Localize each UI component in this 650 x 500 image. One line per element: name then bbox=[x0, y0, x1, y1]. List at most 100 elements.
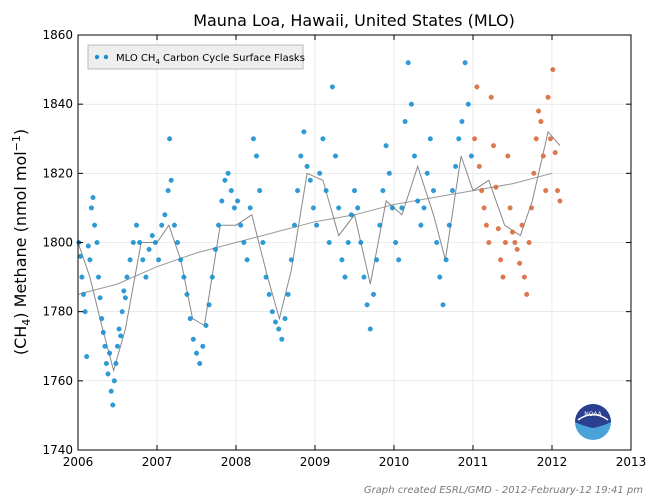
flask-point bbox=[87, 257, 93, 263]
flask-point bbox=[405, 60, 411, 66]
flask-point bbox=[102, 343, 108, 349]
flask-point bbox=[358, 239, 364, 245]
flask-point bbox=[431, 188, 437, 194]
flask-point bbox=[108, 388, 114, 394]
flask-point bbox=[105, 371, 111, 377]
flask-point bbox=[88, 205, 94, 211]
x-tick-label: 2013 bbox=[616, 455, 647, 469]
flask-point bbox=[222, 177, 228, 183]
flask-point bbox=[462, 60, 468, 66]
preliminary-point bbox=[517, 260, 523, 266]
flask-point bbox=[212, 246, 218, 252]
x-tick-label: 2007 bbox=[142, 455, 173, 469]
flask-point bbox=[97, 295, 103, 301]
flask-point bbox=[257, 188, 263, 194]
flask-point bbox=[266, 291, 272, 297]
flask-point bbox=[424, 170, 430, 176]
flask-point bbox=[367, 326, 373, 332]
x-tick-label: 2012 bbox=[537, 455, 568, 469]
logo-upper bbox=[575, 404, 611, 428]
flask-point bbox=[122, 295, 128, 301]
x-tick-label: 2010 bbox=[379, 455, 410, 469]
flask-point bbox=[165, 188, 171, 194]
preliminary-point bbox=[526, 239, 532, 245]
flask-point bbox=[130, 239, 136, 245]
preliminary-point bbox=[486, 239, 492, 245]
flask-point bbox=[399, 205, 405, 211]
flask-point bbox=[361, 274, 367, 280]
flask-point bbox=[437, 274, 443, 280]
x-tick-label: 2011 bbox=[458, 455, 489, 469]
y-axis: 1740 1760 1780 1800 1820 1840 1860 bbox=[42, 28, 631, 457]
flask-point bbox=[140, 257, 146, 263]
flask-point bbox=[415, 198, 421, 204]
flask-point bbox=[197, 361, 203, 367]
flask-point bbox=[238, 222, 244, 228]
y-axis-label: (CH4) Methane (nmol mol−1) bbox=[10, 129, 33, 355]
flask-point bbox=[244, 257, 250, 263]
preliminary-point bbox=[524, 291, 530, 297]
legend-label: MLO CH4 Carbon Cycle Surface Flasks bbox=[116, 53, 305, 66]
flask-point bbox=[171, 222, 177, 228]
flask-point bbox=[336, 205, 342, 211]
flask-point bbox=[310, 205, 316, 211]
flask-point bbox=[342, 274, 348, 280]
flask-point bbox=[187, 316, 193, 322]
preliminary-point bbox=[543, 188, 549, 194]
flask-point bbox=[443, 257, 449, 263]
preliminary-point bbox=[555, 188, 561, 194]
flask-point bbox=[200, 343, 206, 349]
flask-point bbox=[465, 101, 471, 107]
flask-point bbox=[421, 205, 427, 211]
flask-point bbox=[203, 323, 209, 329]
preliminary-point bbox=[540, 153, 546, 159]
flask-point bbox=[174, 239, 180, 245]
flask-point bbox=[100, 329, 106, 335]
y-tick-label: 1860 bbox=[42, 28, 73, 42]
smooth-line bbox=[77, 130, 561, 373]
preliminary-point bbox=[505, 153, 511, 159]
flask-point bbox=[352, 188, 358, 194]
flask-point bbox=[320, 136, 326, 142]
credit-text: Graph created ESRL/GMD - 2012-February-1… bbox=[364, 485, 643, 496]
flask-point bbox=[99, 316, 105, 322]
flask-point bbox=[209, 274, 215, 280]
legend-box bbox=[87, 44, 304, 70]
flask-point bbox=[162, 212, 168, 218]
legend-marker bbox=[103, 54, 109, 60]
flask-point bbox=[159, 222, 165, 228]
x-tick-label: 2006 bbox=[63, 455, 94, 469]
flask-point bbox=[260, 239, 266, 245]
flask-point bbox=[103, 361, 109, 367]
preliminary-point bbox=[510, 229, 516, 235]
flask-point bbox=[77, 253, 83, 259]
flask-point bbox=[167, 136, 173, 142]
flask-point bbox=[124, 274, 130, 280]
x-tick-label: 2009 bbox=[300, 455, 331, 469]
preliminary-point bbox=[502, 239, 508, 245]
flask-point bbox=[333, 153, 339, 159]
flask-point bbox=[468, 153, 474, 159]
logo-bird bbox=[577, 413, 609, 421]
flask-point bbox=[292, 222, 298, 228]
flask-point bbox=[110, 402, 116, 408]
preliminary-point bbox=[472, 136, 478, 142]
flask-point bbox=[314, 222, 320, 228]
preliminary-point bbox=[498, 257, 504, 263]
flask-point bbox=[282, 316, 288, 322]
flask-point bbox=[355, 205, 361, 211]
flask-point bbox=[127, 257, 133, 263]
logo-text: NOAA bbox=[584, 411, 602, 418]
flask-point bbox=[250, 136, 256, 142]
flask-point bbox=[288, 257, 294, 263]
preliminary-point bbox=[521, 274, 527, 280]
chart-title: Mauna Loa, Hawaii, United States (MLO) bbox=[193, 11, 515, 30]
preliminary-point bbox=[512, 239, 518, 245]
y-tick-label: 1820 bbox=[42, 166, 73, 180]
preliminary-point bbox=[488, 94, 494, 100]
x-tick-label: 2008 bbox=[221, 455, 252, 469]
flask-point bbox=[450, 188, 456, 194]
flask-point bbox=[111, 378, 117, 384]
flask-point bbox=[178, 257, 184, 263]
noaa-logo: NOAA bbox=[575, 404, 611, 440]
